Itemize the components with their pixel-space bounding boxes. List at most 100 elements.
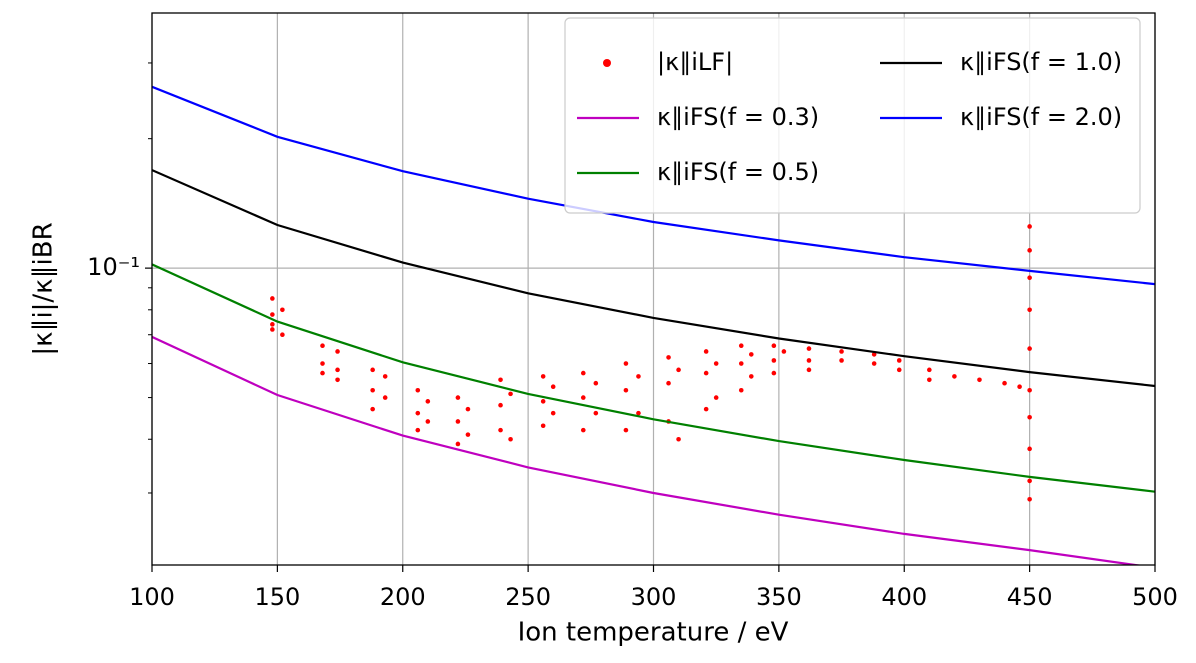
- point: [280, 307, 285, 313]
- point: [1027, 446, 1032, 452]
- point: [748, 374, 754, 379]
- x-tick-label: 500: [1132, 583, 1178, 611]
- x-tick-label: 100: [129, 583, 175, 611]
- point: [839, 349, 844, 354]
- point: [415, 427, 421, 433]
- line: [152, 169, 1155, 388]
- x-tick-label: 450: [1007, 583, 1053, 611]
- point: [1027, 248, 1032, 253]
- point: [550, 384, 556, 389]
- point: [623, 427, 629, 433]
- y-axis-label: |κ∥i|/κ∥iBR: [29, 222, 59, 355]
- point: [896, 358, 902, 363]
- point: [415, 387, 421, 393]
- point: [636, 410, 641, 416]
- point: [455, 419, 461, 424]
- point: [320, 343, 325, 349]
- point: [425, 419, 431, 424]
- point: [703, 349, 709, 354]
- point: [927, 367, 932, 373]
- point: [540, 399, 546, 404]
- point: [977, 377, 982, 383]
- point: [455, 441, 461, 447]
- point: [738, 361, 744, 366]
- point: [623, 387, 629, 393]
- legend-label: κ∥iFS(f = 1.0): [960, 48, 1122, 76]
- point: [952, 374, 957, 379]
- point: [1002, 380, 1007, 386]
- point: [738, 387, 744, 393]
- point: [1027, 478, 1032, 484]
- point: [465, 406, 471, 412]
- point: [382, 374, 388, 379]
- point: [455, 395, 461, 400]
- point: [713, 395, 719, 400]
- point: [713, 361, 719, 366]
- point: [676, 367, 681, 373]
- point: [370, 406, 375, 412]
- point: [425, 399, 431, 404]
- y-tick-label: 10⁻¹: [87, 253, 140, 281]
- point: [270, 312, 275, 317]
- point: [370, 387, 375, 393]
- point: [593, 380, 599, 386]
- point: [771, 358, 777, 363]
- point: [382, 395, 388, 400]
- point: [320, 361, 325, 366]
- point: [1017, 384, 1022, 389]
- point: [1027, 387, 1032, 393]
- point: [580, 427, 586, 433]
- plot-frame: [151, 12, 1156, 566]
- legend-label: |κ∥iLF|: [657, 48, 733, 76]
- point: [1027, 497, 1032, 502]
- point: [508, 391, 513, 397]
- point: [839, 358, 844, 363]
- point: [771, 370, 777, 376]
- point: [580, 370, 586, 376]
- point: [335, 377, 340, 383]
- point: [738, 343, 744, 349]
- point: [871, 352, 877, 357]
- x-tick-label: 350: [756, 583, 802, 611]
- point: [540, 423, 546, 429]
- legend-marker: [603, 59, 611, 67]
- point: [781, 349, 787, 354]
- point: [703, 370, 709, 376]
- point: [270, 322, 275, 327]
- point: [370, 367, 375, 373]
- point: [498, 402, 503, 408]
- point: [1027, 224, 1032, 229]
- x-tick-label: 250: [505, 583, 551, 611]
- legend-box: [564, 17, 1141, 214]
- point: [636, 374, 641, 379]
- point: [806, 346, 812, 351]
- point: [666, 380, 671, 386]
- plot-area: [152, 85, 1155, 565]
- line: [152, 85, 1155, 286]
- legend-label: κ∥iFS(f = 0.3): [657, 103, 819, 131]
- point: [270, 327, 275, 332]
- x-tick-label: 300: [631, 583, 677, 611]
- point: [1027, 275, 1032, 281]
- point: [806, 358, 812, 363]
- point: [508, 436, 513, 442]
- point: [1027, 307, 1032, 313]
- point: [540, 374, 546, 379]
- point: [703, 406, 709, 412]
- point: [593, 410, 599, 416]
- point: [498, 377, 503, 383]
- line: [152, 263, 1155, 493]
- point: [280, 332, 285, 338]
- legend-label: κ∥iFS(f = 2.0): [960, 103, 1122, 131]
- x-tick-label: 400: [881, 583, 927, 611]
- point: [550, 410, 556, 416]
- point: [465, 432, 471, 437]
- point: [896, 367, 902, 373]
- point: [1027, 414, 1032, 420]
- x-tick-label: 200: [380, 583, 426, 611]
- point: [1027, 346, 1032, 351]
- point: [748, 352, 754, 357]
- line: [152, 335, 1144, 565]
- point: [676, 436, 681, 442]
- x-axis-label: Ion temperature / eV: [518, 618, 789, 648]
